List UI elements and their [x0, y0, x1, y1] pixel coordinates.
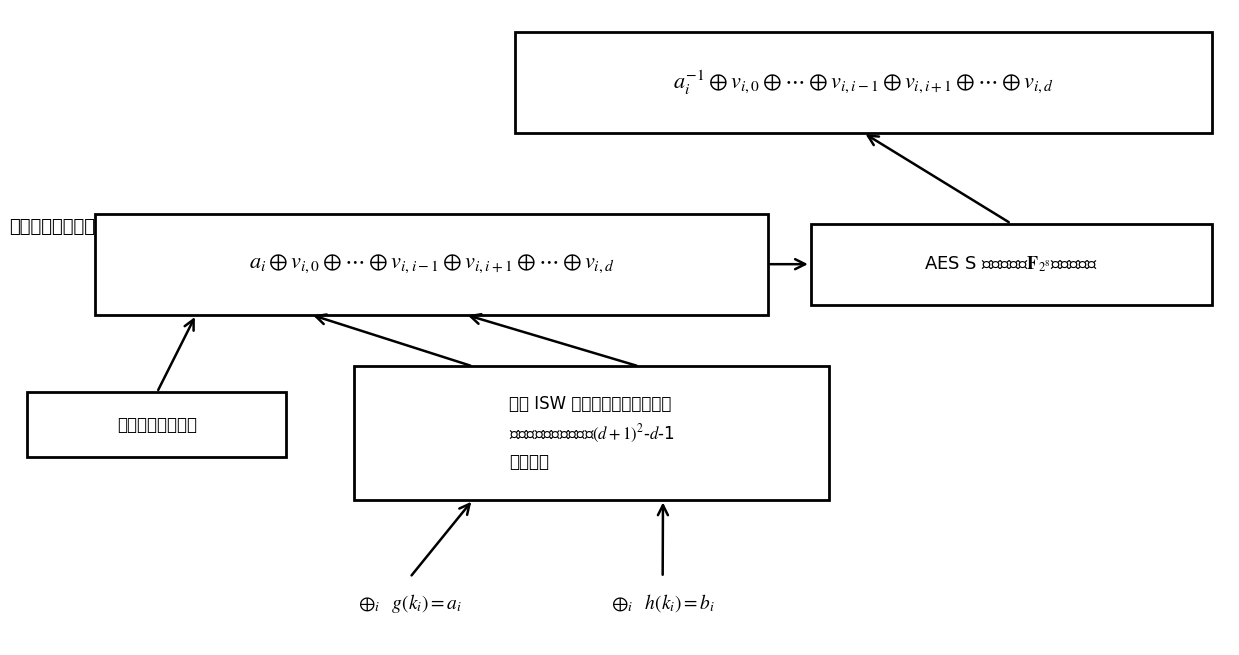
- Text: $a_i^{-1} \oplus v_{i,0} \oplus \cdots \oplus v_{i,i-1} \oplus v_{i,i+1} \oplus : $a_i^{-1} \oplus v_{i,0} \oplus \cdots \…: [673, 68, 1053, 96]
- Text: $\oplus_i$  $\mathit{g}$$(k_i) = a_i$: $\oplus_i$ $\mathit{g}$$(k_i) = a_i$: [358, 592, 462, 615]
- Text: 高阶乘法掩码方案: 高阶乘法掩码方案: [9, 218, 95, 236]
- FancyBboxPatch shape: [514, 32, 1212, 133]
- Text: $\oplus_i$  $\mathit{h}$$(k_i) = b_i$: $\oplus_i$ $\mathit{h}$$(k_i) = b_i$: [611, 593, 715, 614]
- FancyBboxPatch shape: [810, 223, 1212, 305]
- FancyBboxPatch shape: [95, 214, 767, 314]
- FancyBboxPatch shape: [27, 392, 286, 457]
- Text: 改进乘法掩码方案: 改进乘法掩码方案: [116, 416, 197, 434]
- Text: $a_i \oplus v_{i,0} \oplus \cdots \oplus v_{i,i-1} \oplus v_{i,i+1} \oplus \cdot: $a_i \oplus v_{i,0} \oplus \cdots \oplus…: [249, 253, 615, 275]
- Text: AES S 盒在有限域$\mathbf{F}_{2^8}$上求逆运算: AES S 盒在有限域$\mathbf{F}_{2^8}$上求逆运算: [924, 255, 1098, 274]
- FancyBboxPatch shape: [354, 366, 829, 500]
- Text: 基于 ISW 可证明安全框架设计的
生成随机数方法，生成$(d+1)^2$-$d$-1
个随机数: 基于 ISW 可证明安全框架设计的 生成随机数方法，生成$(d+1)^2$-$d…: [509, 395, 674, 471]
